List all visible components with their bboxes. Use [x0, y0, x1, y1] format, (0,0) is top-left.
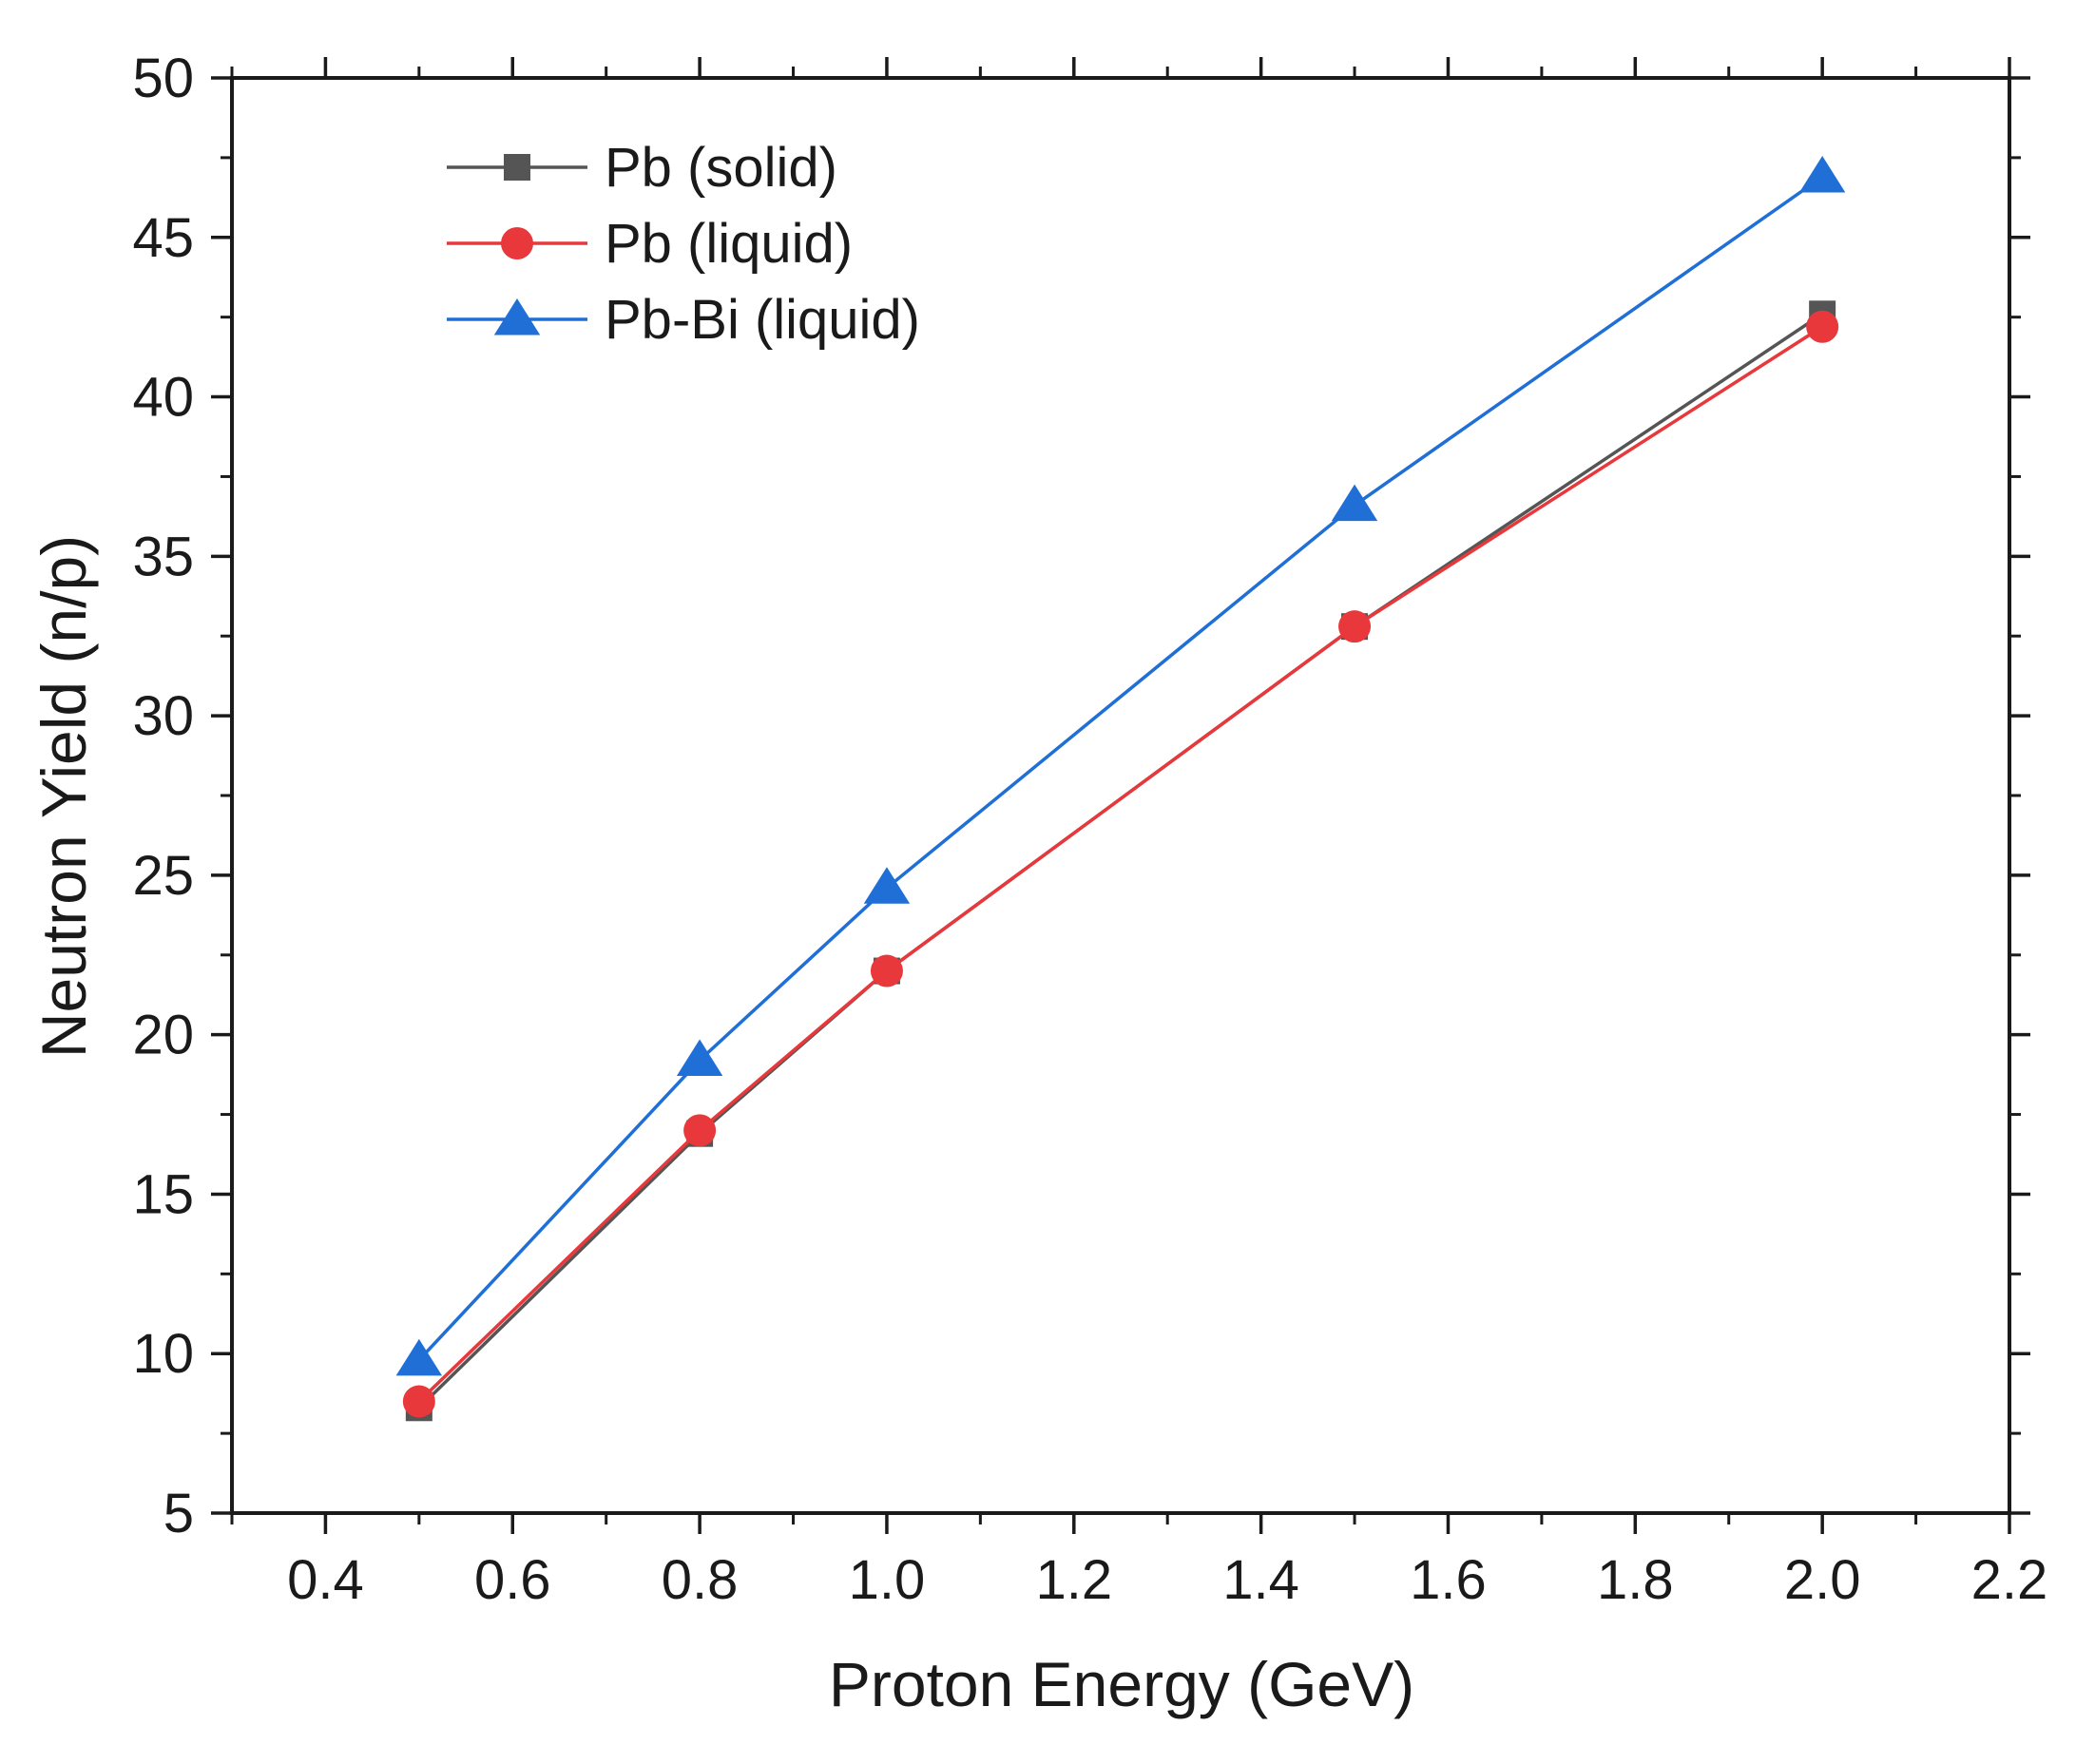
- data-point: [1806, 310, 1839, 343]
- x-tick-label: 1.4: [1222, 1549, 1299, 1611]
- x-tick-label: 1.2: [1035, 1549, 1112, 1611]
- y-tick-label: 10: [132, 1323, 194, 1385]
- x-tick-label: 1.8: [1597, 1549, 1674, 1611]
- data-point: [676, 1039, 723, 1077]
- y-tick-label: 20: [132, 1005, 194, 1066]
- data-point: [1338, 610, 1372, 643]
- legend-item: Pb-Bi (liquid): [447, 289, 920, 351]
- data-point: [402, 1385, 435, 1418]
- series-pb-liquid: [402, 310, 1839, 1418]
- y-tick-label: 50: [132, 48, 194, 109]
- legend-item: Pb (solid): [447, 137, 837, 199]
- x-tick-label: 1.0: [849, 1549, 926, 1611]
- axes-layer: 0.4 0.6 0.8 1.0 1.2 1.4 1.6 1.8 2.0 2.2 5 10 15 20 25 3…: [132, 48, 2047, 1611]
- y-tick-label: 5: [163, 1483, 194, 1544]
- data-point: [1798, 156, 1846, 193]
- y-tick-label: 45: [132, 207, 194, 269]
- data-point: [1331, 484, 1378, 522]
- y-tick-label: 35: [132, 526, 194, 587]
- legend-label: Pb (solid): [605, 137, 837, 199]
- legend-marker: [504, 154, 530, 181]
- data-point: [870, 954, 903, 987]
- x-tick-label: 2.0: [1784, 1549, 1861, 1611]
- legend-label: Pb-Bi (liquid): [605, 289, 920, 351]
- x-axis-title: Proton Energy (GeV): [829, 1649, 1414, 1719]
- series-pb-bi-liquid: [395, 156, 1846, 1376]
- series-layer: [395, 156, 1846, 1422]
- series-line: [417, 175, 1824, 1362]
- legend: Pb (solid) Pb (liquid) Pb-Bi (liquid): [447, 137, 920, 351]
- x-tick-label: 0.6: [474, 1549, 551, 1611]
- y-axis-title: Neutron Yield (n/p): [29, 535, 99, 1058]
- plot-frame: [230, 76, 2011, 1515]
- series-line: [417, 312, 1824, 1409]
- legend-marker: [493, 298, 541, 336]
- data-point: [683, 1114, 717, 1147]
- x-tick-label: 1.6: [1410, 1549, 1487, 1611]
- legend-marker: [501, 227, 533, 259]
- y-tick-label: 25: [132, 845, 194, 907]
- y-tick-label: 40: [132, 367, 194, 429]
- x-tick-label: 0.8: [662, 1549, 739, 1611]
- x-tick-label: 2.2: [1971, 1549, 2048, 1611]
- legend-item: Pb (liquid): [447, 213, 853, 275]
- x-tick-label: 0.4: [287, 1549, 364, 1611]
- legend-label: Pb (liquid): [605, 213, 853, 275]
- y-tick-label: 15: [132, 1163, 194, 1225]
- data-point: [395, 1338, 443, 1376]
- series-pb-solid: [405, 300, 1836, 1422]
- y-tick-label: 30: [132, 685, 194, 747]
- series-line: [417, 325, 1824, 1403]
- data-point: [863, 867, 911, 904]
